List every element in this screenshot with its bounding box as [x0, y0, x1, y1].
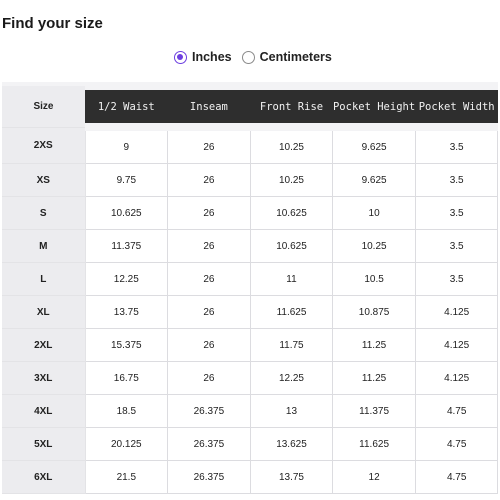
cell-inseam: 26 [167, 295, 251, 329]
cell-size: XS [2, 163, 86, 197]
unit-toggle: Inches Centimeters [174, 50, 332, 64]
cell-size: L [2, 262, 86, 296]
centimeters-radio[interactable] [241, 50, 255, 64]
cell-inseam: 26 [167, 229, 251, 263]
cell-size: 4XL [2, 394, 86, 428]
table-row: XS 9.75 26 10.25 9.625 3.5 [2, 163, 499, 197]
cell-half-waist: 15.375 [84, 328, 169, 362]
cell-size: XL [2, 295, 86, 329]
cell-pocket-width: 3.5 [414, 196, 499, 230]
cell-inseam: 26.375 [167, 394, 251, 428]
column-header-size: Size [2, 86, 85, 127]
cell-inseam: 26.375 [167, 460, 251, 494]
table-row: L 12.25 26 11 10.5 3.5 [2, 262, 499, 296]
cell-inseam: 26 [167, 163, 251, 197]
cell-pocket-height: 10 [332, 196, 416, 230]
table-row: M 11.375 26 10.625 10.25 3.5 [2, 229, 499, 263]
cell-pocket-height: 10.5 [332, 262, 416, 296]
cell-inseam: 26.375 [167, 427, 251, 461]
cell-front-rise: 10.625 [249, 196, 334, 230]
table-row: XL 13.75 26 11.625 10.875 4.125 [2, 295, 499, 329]
cell-size: 5XL [2, 427, 86, 461]
cell-inseam: 26 [167, 126, 251, 164]
cell-inseam: 26 [167, 262, 251, 296]
cell-pocket-width: 4.125 [414, 328, 499, 362]
cell-front-rise: 13.625 [249, 427, 334, 461]
cell-pocket-height: 11.25 [332, 328, 416, 362]
cell-pocket-width: 4.125 [414, 361, 499, 395]
cell-pocket-height: 11.625 [332, 427, 416, 461]
size-table-container: Size 1/2 Waist Inseam Front Rise Pocket … [2, 82, 499, 494]
table-row: 2XL 15.375 26 11.75 11.25 4.125 [2, 328, 499, 362]
cell-half-waist: 20.125 [84, 427, 169, 461]
cell-front-rise: 11.75 [249, 328, 334, 362]
cell-size: M [2, 229, 86, 263]
cell-pocket-height: 9.625 [332, 163, 416, 197]
cell-front-rise: 10.25 [249, 126, 334, 164]
cell-half-waist: 13.75 [84, 295, 169, 329]
cell-pocket-width: 3.5 [414, 229, 499, 263]
unit-option-label: Centimeters [259, 50, 332, 64]
header-row: Size 1/2 Waist Inseam Front Rise Pocket … [2, 82, 498, 131]
table-body: 2XS 9 26 10.25 9.625 3.5 XS 9.75 26 10.25 9.625 3.5… [2, 126, 499, 494]
column-header-front-rise: Front Rise [250, 82, 333, 131]
table-row: 5XL 20.125 26.375 13.625 11.625 4.75 [2, 427, 499, 461]
cell-half-waist: 11.375 [84, 229, 169, 263]
cell-size: 2XS [2, 126, 86, 164]
cell-pocket-width: 3.5 [414, 163, 499, 197]
cell-half-waist: 21.5 [84, 460, 169, 494]
cell-size: 6XL [2, 460, 86, 494]
cell-inseam: 26 [167, 328, 251, 362]
inches-radio[interactable] [174, 50, 187, 64]
cell-pocket-width: 4.75 [414, 460, 499, 494]
table-row: 3XL 16.75 26 12.25 11.25 4.125 [2, 361, 499, 395]
cell-half-waist: 9 [84, 126, 169, 164]
cell-pocket-width: 3.5 [414, 262, 499, 296]
cell-pocket-height: 11.375 [332, 394, 416, 428]
cell-pocket-height: 10.875 [332, 295, 416, 329]
unit-option-label: Inches [192, 50, 232, 64]
table-row: 2XS 9 26 10.25 9.625 3.5 [2, 126, 499, 164]
cell-size: 2XL [2, 328, 86, 362]
cell-front-rise: 13.75 [249, 460, 334, 494]
cell-pocket-height: 9.625 [332, 126, 416, 164]
cell-pocket-height: 12 [332, 460, 416, 494]
size-table: Size 1/2 Waist Inseam Front Rise Pocket … [2, 82, 499, 494]
column-header-inseam: Inseam [167, 82, 251, 131]
cell-front-rise: 12.25 [249, 361, 334, 395]
cell-pocket-width: 4.75 [414, 394, 499, 428]
cell-front-rise: 11.625 [249, 295, 334, 329]
cell-half-waist: 18.5 [84, 394, 169, 428]
column-header-half-waist: 1/2 Waist [85, 82, 168, 131]
cell-inseam: 26 [167, 196, 251, 230]
cell-pocket-height: 10.25 [332, 229, 416, 263]
cell-half-waist: 10.625 [84, 196, 169, 230]
table-row: 4XL 18.5 26.375 13 11.375 4.75 [2, 394, 499, 428]
cell-front-rise: 11 [249, 262, 334, 296]
unit-option-centimeters[interactable]: Centimeters [241, 50, 332, 64]
page-title: Find your size [2, 15, 103, 32]
cell-front-rise: 13 [249, 394, 334, 428]
cell-front-rise: 10.25 [249, 163, 334, 197]
cell-half-waist: 16.75 [84, 361, 169, 395]
cell-pocket-width: 3.5 [414, 126, 499, 164]
cell-pocket-width: 4.75 [414, 427, 499, 461]
cell-inseam: 26 [167, 361, 251, 395]
column-header-pocket-width: Pocket Width [415, 82, 498, 131]
table-row: 6XL 21.5 26.375 13.75 12 4.75 [2, 460, 499, 494]
column-header-pocket-height: Pocket Height [332, 82, 416, 131]
cell-half-waist: 9.75 [84, 163, 169, 197]
cell-front-rise: 10.625 [249, 229, 334, 263]
table-row: S 10.625 26 10.625 10 3.5 [2, 196, 499, 230]
cell-pocket-width: 4.125 [414, 295, 499, 329]
cell-pocket-height: 11.25 [332, 361, 416, 395]
cell-size: S [2, 196, 86, 230]
cell-size: 3XL [2, 361, 86, 395]
unit-option-inches[interactable]: Inches [174, 50, 232, 64]
cell-half-waist: 12.25 [84, 262, 169, 296]
